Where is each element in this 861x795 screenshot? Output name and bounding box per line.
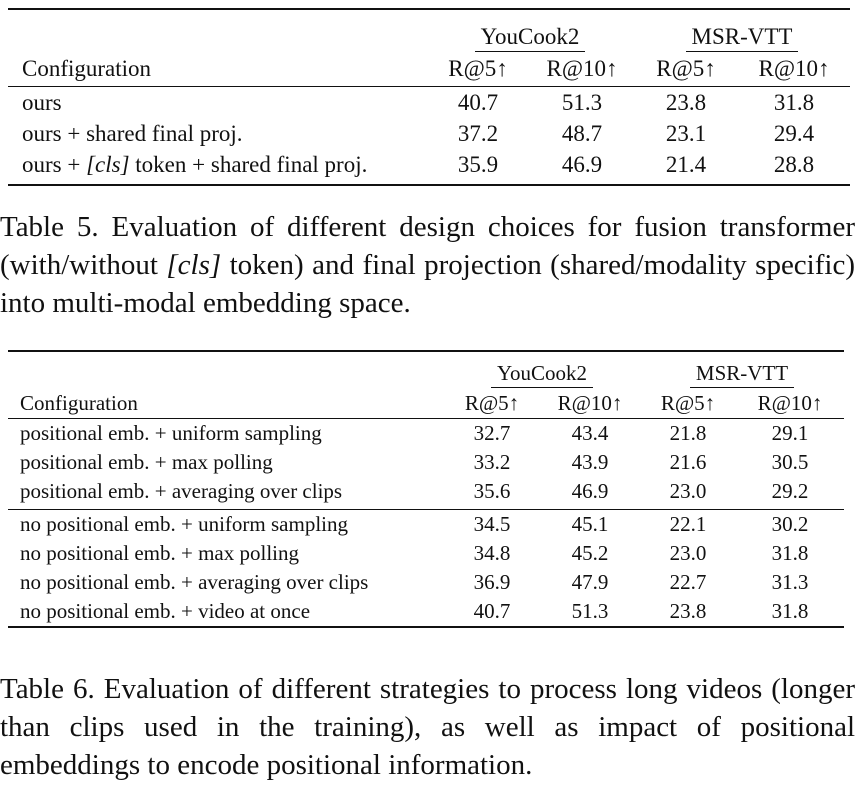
config-cell: no positional emb. + max polling xyxy=(20,541,299,565)
group-youcook2: YouCook2 xyxy=(474,24,586,52)
table-row: ours + shared final proj. 37.2 48.7 23.1… xyxy=(8,118,850,149)
table-row: no positional emb. + video at once 40.7 … xyxy=(8,597,844,627)
config-cell: ours xyxy=(22,89,62,115)
value-cell: 40.7 xyxy=(457,89,499,115)
value-cell: 32.7 xyxy=(473,421,511,445)
configuration-header: Configuration xyxy=(20,390,138,415)
config-cell: positional emb. + max polling xyxy=(20,450,273,474)
config-cell: positional emb. + uniform sampling xyxy=(20,421,322,445)
value-cell: 45.2 xyxy=(571,541,609,565)
value-cell: 43.4 xyxy=(571,421,609,445)
value-cell: 31.8 xyxy=(773,89,815,115)
value-cell: 29.1 xyxy=(771,421,809,445)
value-cell: 31.8 xyxy=(771,599,809,623)
value-cell: 22.7 xyxy=(669,570,707,594)
value-cell: 31.8 xyxy=(771,541,809,565)
value-cell: 21.8 xyxy=(669,421,707,445)
group-youcook2: YouCook2 xyxy=(490,361,594,388)
metric-header: R@10↑ xyxy=(757,390,823,415)
value-cell: 34.8 xyxy=(473,541,511,565)
value-cell: 43.9 xyxy=(571,450,609,474)
table-row: positional emb. + uniform sampling 32.7 … xyxy=(8,419,844,449)
value-cell: 40.7 xyxy=(473,599,511,623)
value-cell: 28.8 xyxy=(773,151,815,177)
metric-header: R@5↑ xyxy=(660,390,716,415)
value-cell: 29.2 xyxy=(736,477,844,510)
value-cell: 23.8 xyxy=(665,89,707,115)
cls-token-math: [cls] xyxy=(166,249,222,281)
metric-header: R@5↑ xyxy=(464,390,520,415)
metric-header: R@10↑ xyxy=(557,390,623,415)
table-row: ours + [cls] token + shared final proj. … xyxy=(8,149,850,185)
table-5-column-header: Configuration R@5↑ R@10↑ R@5↑ R@10↑ xyxy=(8,52,850,87)
value-cell: 45.1 xyxy=(571,512,609,536)
value-cell: 46.9 xyxy=(561,151,603,177)
table-6-group-header: YouCook2 MSR-VTT xyxy=(8,351,844,388)
value-cell: 48.7 xyxy=(561,120,603,146)
value-cell: 29.4 xyxy=(773,120,815,146)
config-cell: no positional emb. + video at once xyxy=(20,599,311,623)
value-cell: 51.3 xyxy=(571,599,609,623)
table-6-caption: Table 6. Evaluation of different strateg… xyxy=(0,673,855,781)
value-cell: 35.9 xyxy=(457,151,499,177)
table-6: YouCook2 MSR-VTT Configuration R@5↑ R@10… xyxy=(8,350,844,628)
table-row: positional emb. + averaging over clips 3… xyxy=(8,477,844,510)
configuration-header: Configuration xyxy=(22,56,152,81)
metric-header: R@5↑ xyxy=(448,56,508,81)
value-cell: 33.2 xyxy=(473,450,511,474)
value-cell: 23.0 xyxy=(669,541,707,565)
config-cell: no positional emb. + averaging over clip… xyxy=(20,570,369,594)
cls-token-math: [cls] xyxy=(86,151,130,177)
value-cell: 47.9 xyxy=(571,570,609,594)
table-row: no positional emb. + uniform sampling 34… xyxy=(8,510,844,540)
config-cell: ours + shared final proj. xyxy=(22,120,243,146)
value-cell: 37.2 xyxy=(457,120,499,146)
value-cell: 31.3 xyxy=(771,570,809,594)
table-5-group-header: YouCook2 MSR-VTT xyxy=(8,9,850,52)
metric-header: R@10↑ xyxy=(546,56,618,81)
value-cell: 51.3 xyxy=(561,89,603,115)
value-cell: 23.0 xyxy=(640,477,736,510)
value-cell: 30.2 xyxy=(771,512,809,536)
table-row: no positional emb. + max polling 34.8 45… xyxy=(8,539,844,568)
metric-header: R@10↑ xyxy=(758,56,830,81)
table-5: YouCook2 MSR-VTT Configuration R@5↑ R@10… xyxy=(8,8,850,186)
value-cell: 22.1 xyxy=(669,512,707,536)
value-cell: 36.9 xyxy=(473,570,511,594)
table-row: ours 40.7 51.3 23.8 31.8 xyxy=(8,87,850,119)
value-cell: 46.9 xyxy=(540,477,640,510)
value-cell: 23.8 xyxy=(669,599,707,623)
config-cell: positional emb. + averaging over clips xyxy=(8,477,444,510)
table-6-column-header: Configuration R@5↑ R@10↑ R@5↑ R@10↑ xyxy=(8,388,844,419)
config-cell: ours + [cls] token + shared final proj. xyxy=(22,151,368,177)
table-row: no positional emb. + averaging over clip… xyxy=(8,568,844,597)
value-cell: 34.5 xyxy=(473,512,511,536)
table-row: positional emb. + max polling 33.2 43.9 … xyxy=(8,448,844,477)
table-5-caption: Table 5. Evaluation of different design … xyxy=(0,211,855,319)
value-cell: 35.6 xyxy=(444,477,540,510)
value-cell: 23.1 xyxy=(665,120,707,146)
metric-header: R@5↑ xyxy=(656,56,716,81)
value-cell: 21.4 xyxy=(665,151,707,177)
config-cell: no positional emb. + uniform sampling xyxy=(20,512,348,536)
group-msrvtt: MSR-VTT xyxy=(685,24,799,52)
group-msrvtt: MSR-VTT xyxy=(689,361,795,388)
value-cell: 21.6 xyxy=(669,450,707,474)
value-cell: 30.5 xyxy=(771,450,809,474)
